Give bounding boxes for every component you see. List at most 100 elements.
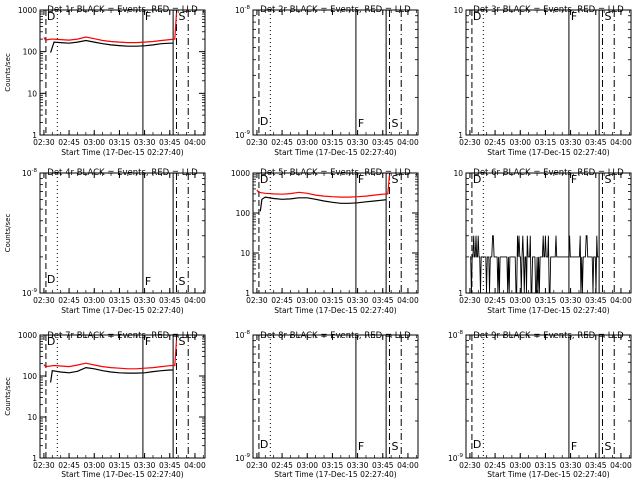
panel-det-8: Det 8r BLACK = Events, RED = LLD 10-9 10-8… <box>235 330 419 479</box>
x-tick-label: 03:45 <box>585 461 607 470</box>
y-tick-label: 1 <box>458 131 463 140</box>
d-marker-label: D <box>47 273 55 286</box>
y-tick-label: 100 <box>23 48 38 57</box>
y-tick-label: 1 <box>245 289 250 298</box>
x-axis-label: Start Time (17-Dec-15 02:27:40) <box>274 306 396 315</box>
vline-label-S: S <box>604 10 611 23</box>
x-tick-label: 02:45 <box>484 138 506 147</box>
x-tick-label: 03:15 <box>109 138 131 147</box>
x-tick-label: 03:00 <box>296 461 318 470</box>
x-tick-label: 02:45 <box>271 138 293 147</box>
y-tick-label: 10-8 <box>235 330 251 340</box>
x-tick-label: 03:30 <box>347 461 369 470</box>
panel-det-6: Det 6r BLACK = Events, RED = LLD 1 10 02:30… <box>453 168 632 315</box>
vline-label-S: S <box>178 10 185 23</box>
x-tick-label: 04:00 <box>610 461 632 470</box>
panel-title: Det 3r BLACK = Events, RED = LLD <box>473 5 624 15</box>
x-tick-label: 02:30 <box>33 296 55 305</box>
panel-det-4: Det 4r BLACK = Events, RED = LLD Counts/s… <box>4 168 206 315</box>
panel-det-2: Det 2r BLACK = Events, RED = LLD 10-9 10-8… <box>235 5 419 157</box>
x-tick-label: 04:00 <box>184 296 206 305</box>
d-marker-label: D <box>47 335 55 348</box>
x-tick-label: 03:30 <box>560 296 582 305</box>
panel-title: Det 4r BLACK = Events, RED = LLD <box>47 168 198 178</box>
plot-frame <box>39 334 206 459</box>
x-tick-label: 02:30 <box>459 138 481 147</box>
x-tick-label: 04:00 <box>610 296 632 305</box>
vline-label-F: F <box>145 10 151 23</box>
panel-title: Det 8r BLACK = Events, RED = LLD <box>260 331 411 341</box>
panel-det-9: Det 9r BLACK = Events, RED = LLD 10-9 10-8… <box>448 330 632 479</box>
vline-label-S: S <box>178 335 185 348</box>
x-tick-label: 02:30 <box>459 296 481 305</box>
y-tick-label: 1000 <box>18 6 37 15</box>
x-axis-label: Start Time (17-Dec-15 02:27:40) <box>274 148 396 157</box>
x-tick-label: 02:45 <box>58 138 80 147</box>
vline-label-S: S <box>604 173 611 186</box>
x-tick-label: 03:00 <box>509 296 531 305</box>
x-axis-label: Start Time (17-Dec-15 02:27:40) <box>274 470 396 479</box>
series-events <box>50 366 174 383</box>
y-tick-label: 10-8 <box>448 330 464 340</box>
x-tick-label: 03:45 <box>585 138 607 147</box>
plot-frame <box>465 172 632 294</box>
plot-frame <box>252 334 419 459</box>
panel-det-1: Det 1r BLACK = Events, RED = LLD Counts/s… <box>4 5 206 157</box>
x-tick-label: 02:45 <box>484 461 506 470</box>
series-events <box>469 235 599 293</box>
y-axis-label: Counts/sec <box>4 377 12 416</box>
y-tick-label: 10-9 <box>235 130 251 140</box>
x-tick-label: 03:00 <box>509 461 531 470</box>
series-events <box>259 196 387 212</box>
x-tick-label: 02:30 <box>33 138 55 147</box>
vline-label-F: F <box>571 10 577 23</box>
series-lld <box>43 12 178 44</box>
x-tick-label: 03:00 <box>83 296 105 305</box>
d-marker-label: D <box>260 115 268 128</box>
x-axis-label: Start Time (17-Dec-15 02:27:40) <box>487 306 609 315</box>
x-axis-label: Start Time (17-Dec-15 02:27:40) <box>61 148 183 157</box>
vline-label-F: F <box>571 173 577 186</box>
y-tick-label: 1 <box>32 131 37 140</box>
d-marker-label: D <box>473 173 481 186</box>
x-tick-label: 03:00 <box>296 296 318 305</box>
vline-label-S: S <box>391 117 398 130</box>
vline-label-F: F <box>358 173 364 186</box>
panel-title: Det 6r BLACK = Events, RED = LLD <box>473 168 624 178</box>
vline-label-F: F <box>571 440 577 453</box>
x-tick-label: 03:15 <box>109 461 131 470</box>
x-tick-label: 02:45 <box>58 296 80 305</box>
x-tick-label: 03:00 <box>83 138 105 147</box>
x-tick-label: 03:15 <box>535 138 557 147</box>
y-tick-label: 10-8 <box>235 5 251 15</box>
x-tick-label: 03:30 <box>347 296 369 305</box>
y-tick-label: 10 <box>453 6 463 15</box>
y-tick-label: 10 <box>27 89 37 98</box>
x-tick-label: 02:45 <box>58 461 80 470</box>
x-tick-label: 03:30 <box>134 296 156 305</box>
x-tick-label: 04:00 <box>184 461 206 470</box>
panel-title: Det 5r BLACK = Events, RED = LLD <box>260 168 411 178</box>
x-tick-label: 03:45 <box>372 296 394 305</box>
x-tick-label: 03:00 <box>83 461 105 470</box>
series-lld <box>256 174 391 198</box>
panel-det-7: Det 7r BLACK = Events, RED = LLD Counts/s… <box>4 331 206 479</box>
x-tick-label: 03:45 <box>159 461 181 470</box>
plot-frame <box>252 172 419 294</box>
d-marker-label: D <box>473 438 481 451</box>
y-axis-label: Counts/sec <box>4 214 12 253</box>
x-tick-label: 03:30 <box>134 461 156 470</box>
x-tick-label: 02:45 <box>271 461 293 470</box>
x-tick-label: 04:00 <box>610 138 632 147</box>
y-tick-label: 100 <box>23 372 38 381</box>
x-tick-label: 03:00 <box>296 138 318 147</box>
x-tick-label: 03:45 <box>372 138 394 147</box>
x-tick-label: 03:30 <box>560 138 582 147</box>
x-tick-label: 02:30 <box>459 461 481 470</box>
panel-title: Det 1r BLACK = Events, RED = LLD <box>47 5 198 15</box>
y-tick-label: 10-9 <box>22 288 38 298</box>
panel-title: Det 9r BLACK = Events, RED = LLD <box>473 331 624 341</box>
y-tick-label: 1000 <box>231 169 250 178</box>
vline-label-S: S <box>391 440 398 453</box>
